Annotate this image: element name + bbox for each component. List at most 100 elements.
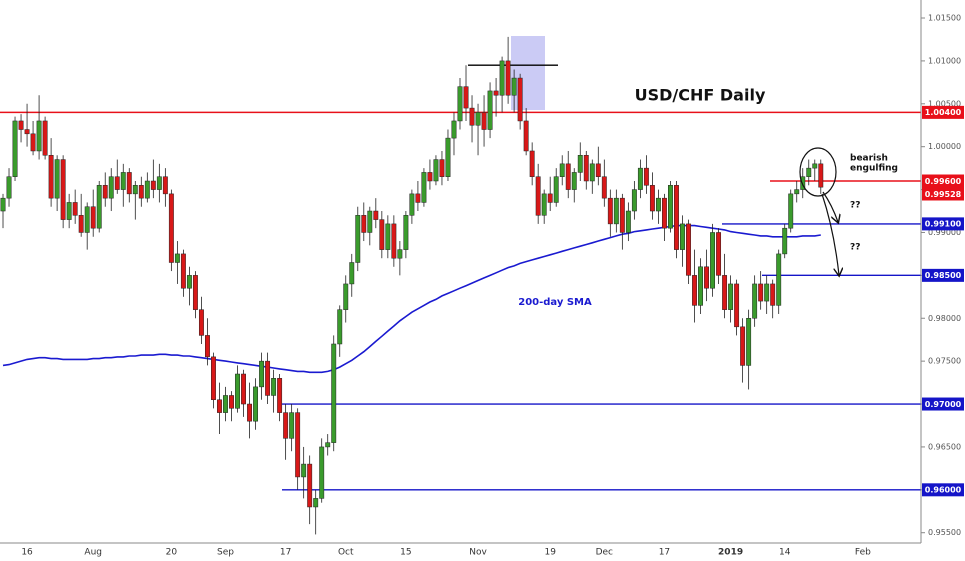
x-tick-label: Feb — [855, 548, 871, 558]
candle-body — [120, 172, 126, 190]
price-label: 0.99100 — [925, 220, 962, 229]
question-mark: ?? — [850, 201, 860, 211]
y-tick-label: 1.01000 — [928, 56, 961, 65]
candle-body — [90, 206, 96, 229]
candle-body — [12, 120, 18, 177]
candle-body — [499, 60, 505, 96]
candle-body — [752, 283, 758, 319]
price-label-box — [922, 397, 964, 411]
pattern-label: engulfing — [850, 164, 898, 174]
candle-body — [343, 283, 349, 310]
candle-body — [301, 463, 307, 478]
candle-body — [457, 86, 463, 122]
candle-body — [186, 275, 192, 289]
candle-body — [529, 150, 535, 177]
candle-body — [6, 176, 12, 199]
candle-body — [746, 318, 752, 366]
y-tick-label: 0.98000 — [928, 314, 961, 323]
candle-body — [680, 223, 685, 250]
candle-body — [247, 403, 252, 422]
candle-body — [66, 202, 72, 220]
candle-body — [649, 185, 655, 212]
candle-body — [367, 210, 373, 233]
x-tick-label: Sep — [217, 548, 234, 558]
price-label-box — [922, 268, 964, 282]
candle-body — [60, 159, 66, 220]
candle-body — [728, 283, 734, 310]
candle-body — [253, 386, 259, 422]
candle-body — [30, 133, 36, 152]
price-label-box — [922, 187, 964, 201]
candle-body — [698, 266, 703, 306]
price-label: 0.98500 — [925, 271, 962, 280]
candle-body — [583, 155, 589, 182]
x-tick-label: 17 — [659, 548, 670, 558]
candle-body — [132, 185, 138, 195]
candle-body — [295, 412, 301, 478]
candle-body — [686, 223, 691, 276]
x-tick-label: Dec — [596, 548, 613, 558]
candle-body — [217, 399, 222, 413]
axis-labels: 1.015001.010001.005001.000000.995000.990… — [21, 14, 964, 558]
candle-body — [469, 107, 475, 126]
candle-body — [445, 137, 451, 177]
price-label-box — [922, 483, 964, 497]
candle-body — [553, 176, 559, 203]
candle-body — [271, 378, 277, 396]
candle-body — [156, 176, 162, 190]
price-label: 0.96000 — [925, 486, 962, 495]
candle-body — [625, 210, 631, 233]
candle-body — [674, 185, 679, 250]
candle-body — [229, 395, 234, 409]
candle-body — [589, 163, 595, 182]
candle-body — [283, 412, 289, 439]
price-label-box — [922, 105, 964, 119]
candle-body — [138, 185, 144, 199]
candle-body — [421, 172, 427, 203]
candle-body — [607, 197, 613, 225]
price-label: 1.00400 — [925, 108, 962, 117]
y-tick-label: 1.00000 — [928, 142, 961, 151]
candle-body — [162, 176, 168, 195]
candle-body — [72, 202, 78, 216]
candle-body — [379, 219, 385, 250]
y-tick-label: 0.97500 — [928, 357, 961, 366]
candles — [0, 36, 824, 535]
candle-body — [403, 215, 409, 250]
candle-body — [36, 120, 42, 152]
candle-body — [385, 223, 391, 250]
candle-body — [800, 176, 806, 190]
x-tick-label: 15 — [400, 548, 411, 558]
candle-body — [223, 395, 228, 413]
x-tick-label: 14 — [779, 548, 791, 558]
candle-body — [451, 120, 457, 139]
candle-body — [710, 232, 715, 289]
candle-body — [313, 498, 319, 508]
candle-body — [475, 112, 481, 126]
candle-body — [812, 163, 818, 169]
pattern-circle — [799, 147, 837, 197]
candle-body — [571, 172, 577, 190]
candle-body — [42, 120, 48, 156]
candle-body — [102, 185, 108, 199]
candle-body — [782, 227, 788, 255]
candle-body — [613, 197, 619, 225]
candle-body — [788, 193, 794, 229]
candle-body — [523, 120, 529, 152]
candle-body — [764, 283, 770, 302]
candle-body — [433, 159, 439, 182]
candle-body — [180, 253, 186, 289]
candle-body — [740, 326, 746, 366]
candle-body — [794, 189, 800, 195]
candle-body — [0, 197, 6, 212]
candle-body — [84, 206, 90, 233]
candle-body — [78, 215, 84, 233]
candle-body — [331, 343, 337, 443]
price-label: 0.99600 — [925, 177, 962, 186]
x-tick-label: 16 — [21, 548, 33, 558]
candle-body — [758, 283, 764, 302]
candle-body — [547, 193, 553, 203]
sma-label: 200-day SMA — [518, 297, 592, 308]
